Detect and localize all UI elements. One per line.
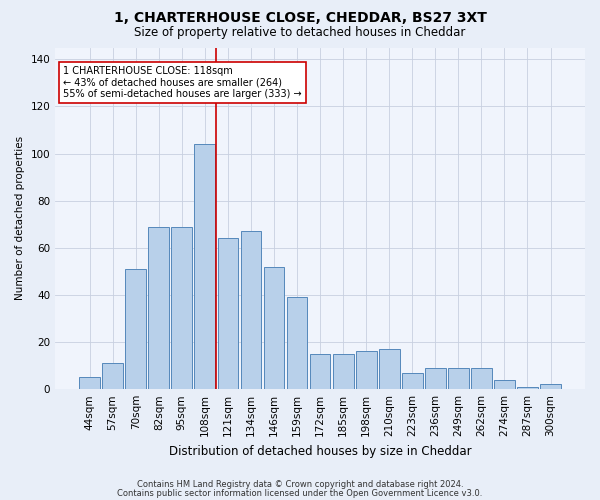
Bar — [79, 378, 100, 389]
Text: 1 CHARTERHOUSE CLOSE: 118sqm
← 43% of detached houses are smaller (264)
55% of s: 1 CHARTERHOUSE CLOSE: 118sqm ← 43% of de… — [63, 66, 302, 100]
Bar — [125, 269, 146, 389]
Bar — [194, 144, 215, 389]
Bar — [425, 368, 446, 389]
Y-axis label: Number of detached properties: Number of detached properties — [15, 136, 25, 300]
Bar — [402, 372, 422, 389]
Bar — [494, 380, 515, 389]
Bar — [287, 298, 307, 389]
Text: 1, CHARTERHOUSE CLOSE, CHEDDAR, BS27 3XT: 1, CHARTERHOUSE CLOSE, CHEDDAR, BS27 3XT — [113, 11, 487, 25]
X-axis label: Distribution of detached houses by size in Cheddar: Distribution of detached houses by size … — [169, 444, 472, 458]
Bar — [540, 384, 561, 389]
Bar — [263, 266, 284, 389]
Bar — [517, 387, 538, 389]
Bar — [241, 232, 262, 389]
Bar — [218, 238, 238, 389]
Text: Size of property relative to detached houses in Cheddar: Size of property relative to detached ho… — [134, 26, 466, 39]
Bar — [172, 226, 192, 389]
Bar — [448, 368, 469, 389]
Bar — [379, 349, 400, 389]
Bar — [356, 352, 377, 389]
Bar — [148, 226, 169, 389]
Bar — [310, 354, 331, 389]
Text: Contains HM Land Registry data © Crown copyright and database right 2024.: Contains HM Land Registry data © Crown c… — [137, 480, 463, 489]
Text: Contains public sector information licensed under the Open Government Licence v3: Contains public sector information licen… — [118, 489, 482, 498]
Bar — [333, 354, 353, 389]
Bar — [471, 368, 492, 389]
Bar — [102, 364, 123, 389]
